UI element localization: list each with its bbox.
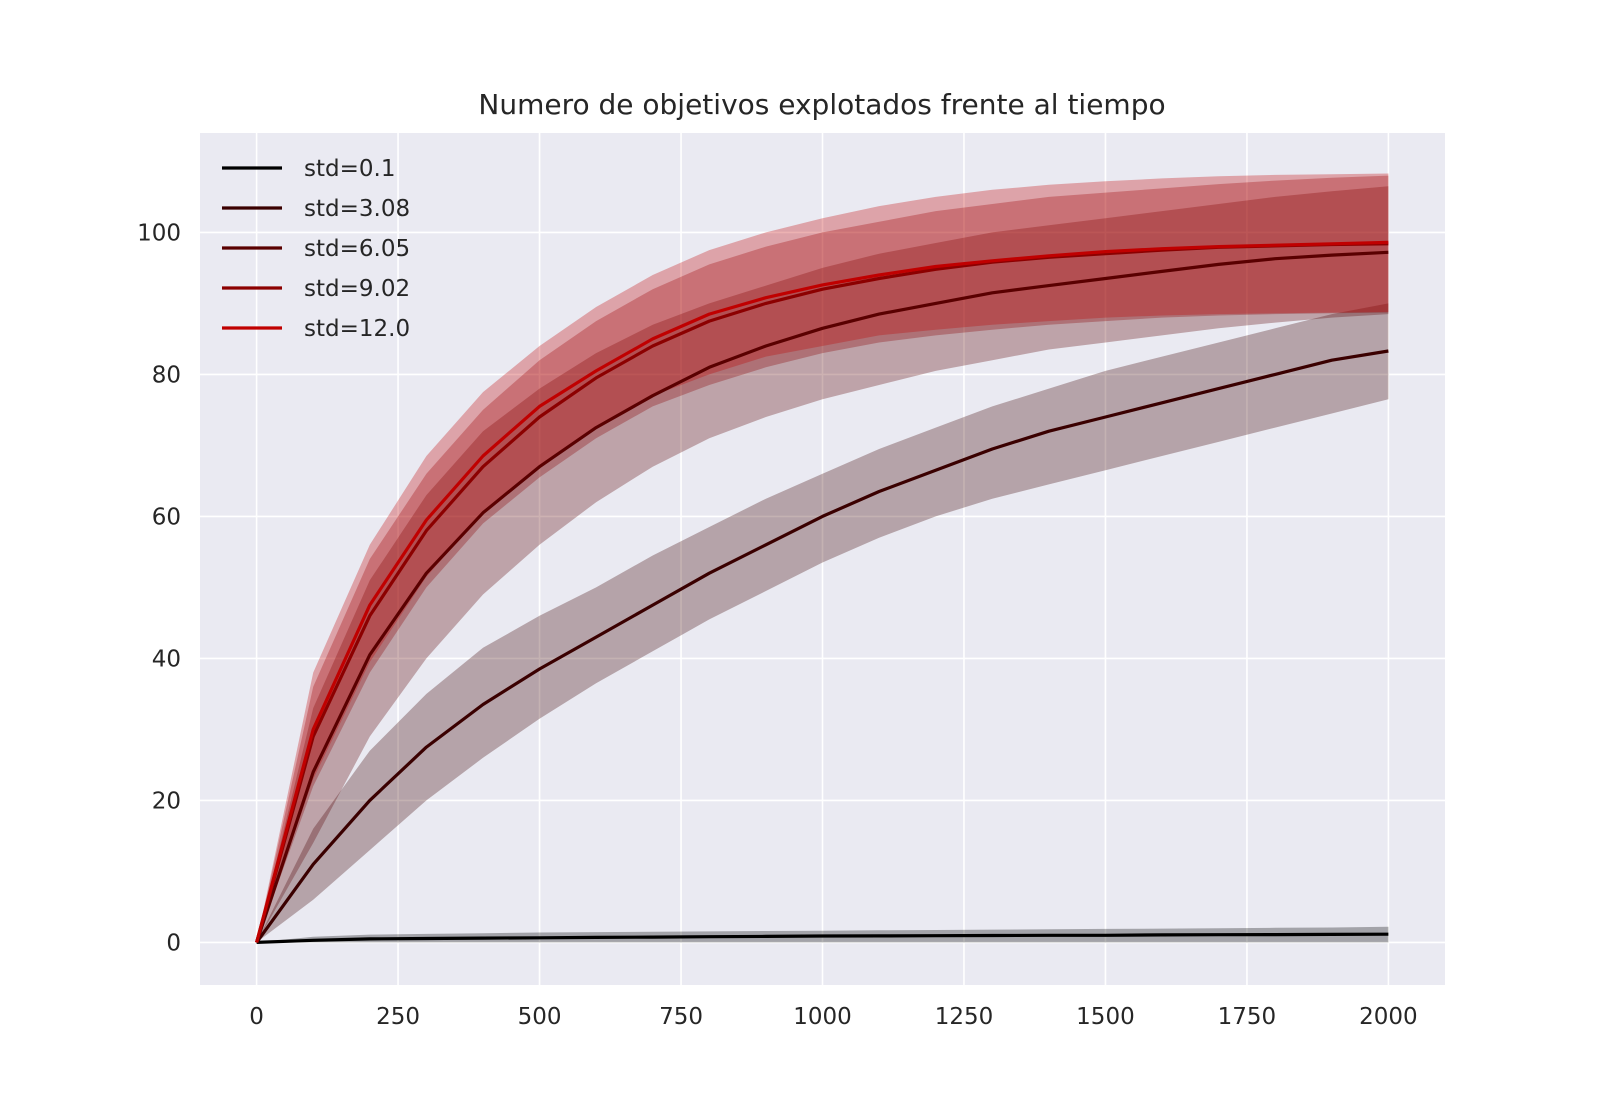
y-tick-label: 100 <box>137 220 181 246</box>
legend-label: std=0.1 <box>304 156 395 182</box>
band-series-4 <box>256 175 1389 943</box>
grid-lines <box>200 133 1445 985</box>
legend: std=0.1 std=3.08 std=6.05 std=9.02 std=12.0 <box>222 156 410 342</box>
legend-label: std=9.02 <box>304 276 410 302</box>
x-tick-label: 250 <box>376 1004 420 1030</box>
y-tick-label: 60 <box>152 504 181 530</box>
x-tick-label: 750 <box>659 1004 703 1030</box>
x-axis-ticks: 0 250 500 750 1000 1250 1500 1750 2000 <box>249 1004 1417 1030</box>
x-tick-label: 1750 <box>1218 1004 1277 1030</box>
x-tick-label: 0 <box>249 1004 264 1030</box>
legend-label: std=12.0 <box>304 316 410 342</box>
legend-item: std=0.1 <box>222 156 395 182</box>
x-tick-label: 1250 <box>935 1004 994 1030</box>
y-tick-label: 80 <box>152 362 181 388</box>
x-tick-label: 1500 <box>1076 1004 1135 1030</box>
x-tick-label: 500 <box>518 1004 562 1030</box>
series-lines <box>255 240 1389 944</box>
line-series-5 <box>255 240 1389 943</box>
y-axis-ticks: 0 20 40 60 80 100 <box>137 220 181 956</box>
legend-label: std=3.08 <box>304 196 410 222</box>
line-series-3 <box>255 250 1389 943</box>
legend-label: std=6.05 <box>304 236 410 262</box>
line-series-2 <box>255 349 1389 944</box>
y-tick-label: 0 <box>166 930 181 956</box>
legend-item: std=6.05 <box>222 236 410 262</box>
legend-item: std=3.08 <box>222 196 410 222</box>
chart-title: Numero de objetivos explotados frente al… <box>478 88 1165 121</box>
legend-item: std=9.02 <box>222 276 410 302</box>
x-tick-label: 2000 <box>1359 1004 1418 1030</box>
band-series-5 <box>256 173 1389 943</box>
band-series-3 <box>256 186 1389 943</box>
legend-item: std=12.0 <box>222 316 410 342</box>
y-tick-label: 20 <box>152 788 181 814</box>
x-tick-label: 1000 <box>793 1004 852 1030</box>
line-series-1 <box>256 932 1389 944</box>
band-series-2 <box>256 303 1389 943</box>
y-tick-label: 40 <box>152 646 181 672</box>
